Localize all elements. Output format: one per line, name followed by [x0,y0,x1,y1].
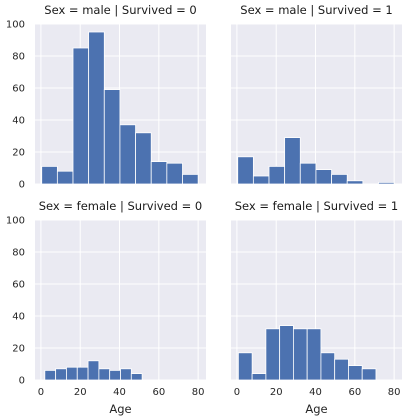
histogram-bar [103,89,121,185]
x-tick-label: 0 [234,387,240,398]
x-tick-label: 40 [309,387,322,398]
y-tick-label: 20 [12,344,25,355]
histogram-bar [76,366,89,381]
y-tick-label: 60 [12,280,25,291]
x-tick-label: 60 [348,387,361,398]
x-tick-label: 20 [270,387,283,398]
histogram-bar [41,165,58,185]
histogram-bar [55,368,67,381]
histogram-bar [87,360,100,381]
panel-title: Sex = female | Survived = 0 [39,199,203,213]
histogram-bar [361,368,377,381]
histogram-bar [265,328,281,381]
plot-background [35,220,206,380]
plot-background [231,24,402,184]
facet-panel-2: Sex = male | Survived = 1 [231,3,402,185]
histogram-bar [237,352,253,381]
x-tick-label: 0 [38,387,44,398]
histogram-bar [109,369,121,381]
histogram-bar [268,165,286,185]
y-tick-label: 100 [6,216,25,227]
facet-panel-4: Sex = female | Survived = 1 0 20 40 60 80 Age [231,199,402,416]
histogram-bar [44,369,57,381]
histogram-bar [306,328,322,381]
y-tick-label: 20 [12,148,25,159]
panel-title: Sex = male | Survived = 1 [240,3,392,17]
x-axis-label: Age [109,402,131,416]
x-tick-label: 40 [113,387,126,398]
histogram-bar [320,352,336,381]
histogram-bar [130,373,143,381]
x-tick-label: 80 [388,387,401,398]
histogram-bar [56,170,74,185]
histogram-bar [72,47,90,185]
histogram-bar [182,173,199,185]
histogram-bar [378,181,395,185]
y-tick-label: 80 [12,248,25,259]
histogram-bar [98,368,111,381]
histogram-bar [293,328,308,381]
y-tick-label: 40 [12,116,25,127]
histogram-bar [135,132,152,185]
histogram-bar [284,137,301,185]
y-tick-label: 60 [12,84,25,95]
y-tick-label: 0 [19,180,25,191]
panel-title: Sex = male | Survived = 0 [44,3,196,17]
histogram-bar [237,156,254,185]
histogram-bar [150,161,168,185]
histogram-bar [88,31,105,185]
histogram-bar [331,173,348,185]
histogram-bar [166,162,183,185]
histogram-bar [251,373,267,381]
histogram-bar [119,124,136,185]
histogram-bar [252,175,270,185]
histogram-bar [66,366,78,381]
histogram-bar [315,169,332,185]
y-tick-label: 40 [12,312,25,323]
histogram-bar [279,325,294,381]
y-tick-label: 100 [6,20,25,31]
panel-title: Sex = female | Survived = 1 [235,199,399,213]
x-tick-label: 80 [192,387,205,398]
y-tick-label: 0 [19,376,25,387]
x-tick-label: 60 [152,387,165,398]
facet-panel-1: Sex = male | Survived = 0 0 20 40 60 80 100 [6,3,206,191]
histogram-bar [348,365,363,381]
histogram-bar [299,162,317,185]
facet-panel-3: Sex = female | Survived = 0 0 20 40 60 80 100 0… [6,199,206,416]
x-axis-label: Age [305,402,327,416]
histogram-bar [120,368,132,381]
histogram-bar [334,358,349,381]
y-tick-label: 80 [12,52,25,63]
histogram-bar [346,180,364,185]
x-tick-label: 20 [74,387,87,398]
